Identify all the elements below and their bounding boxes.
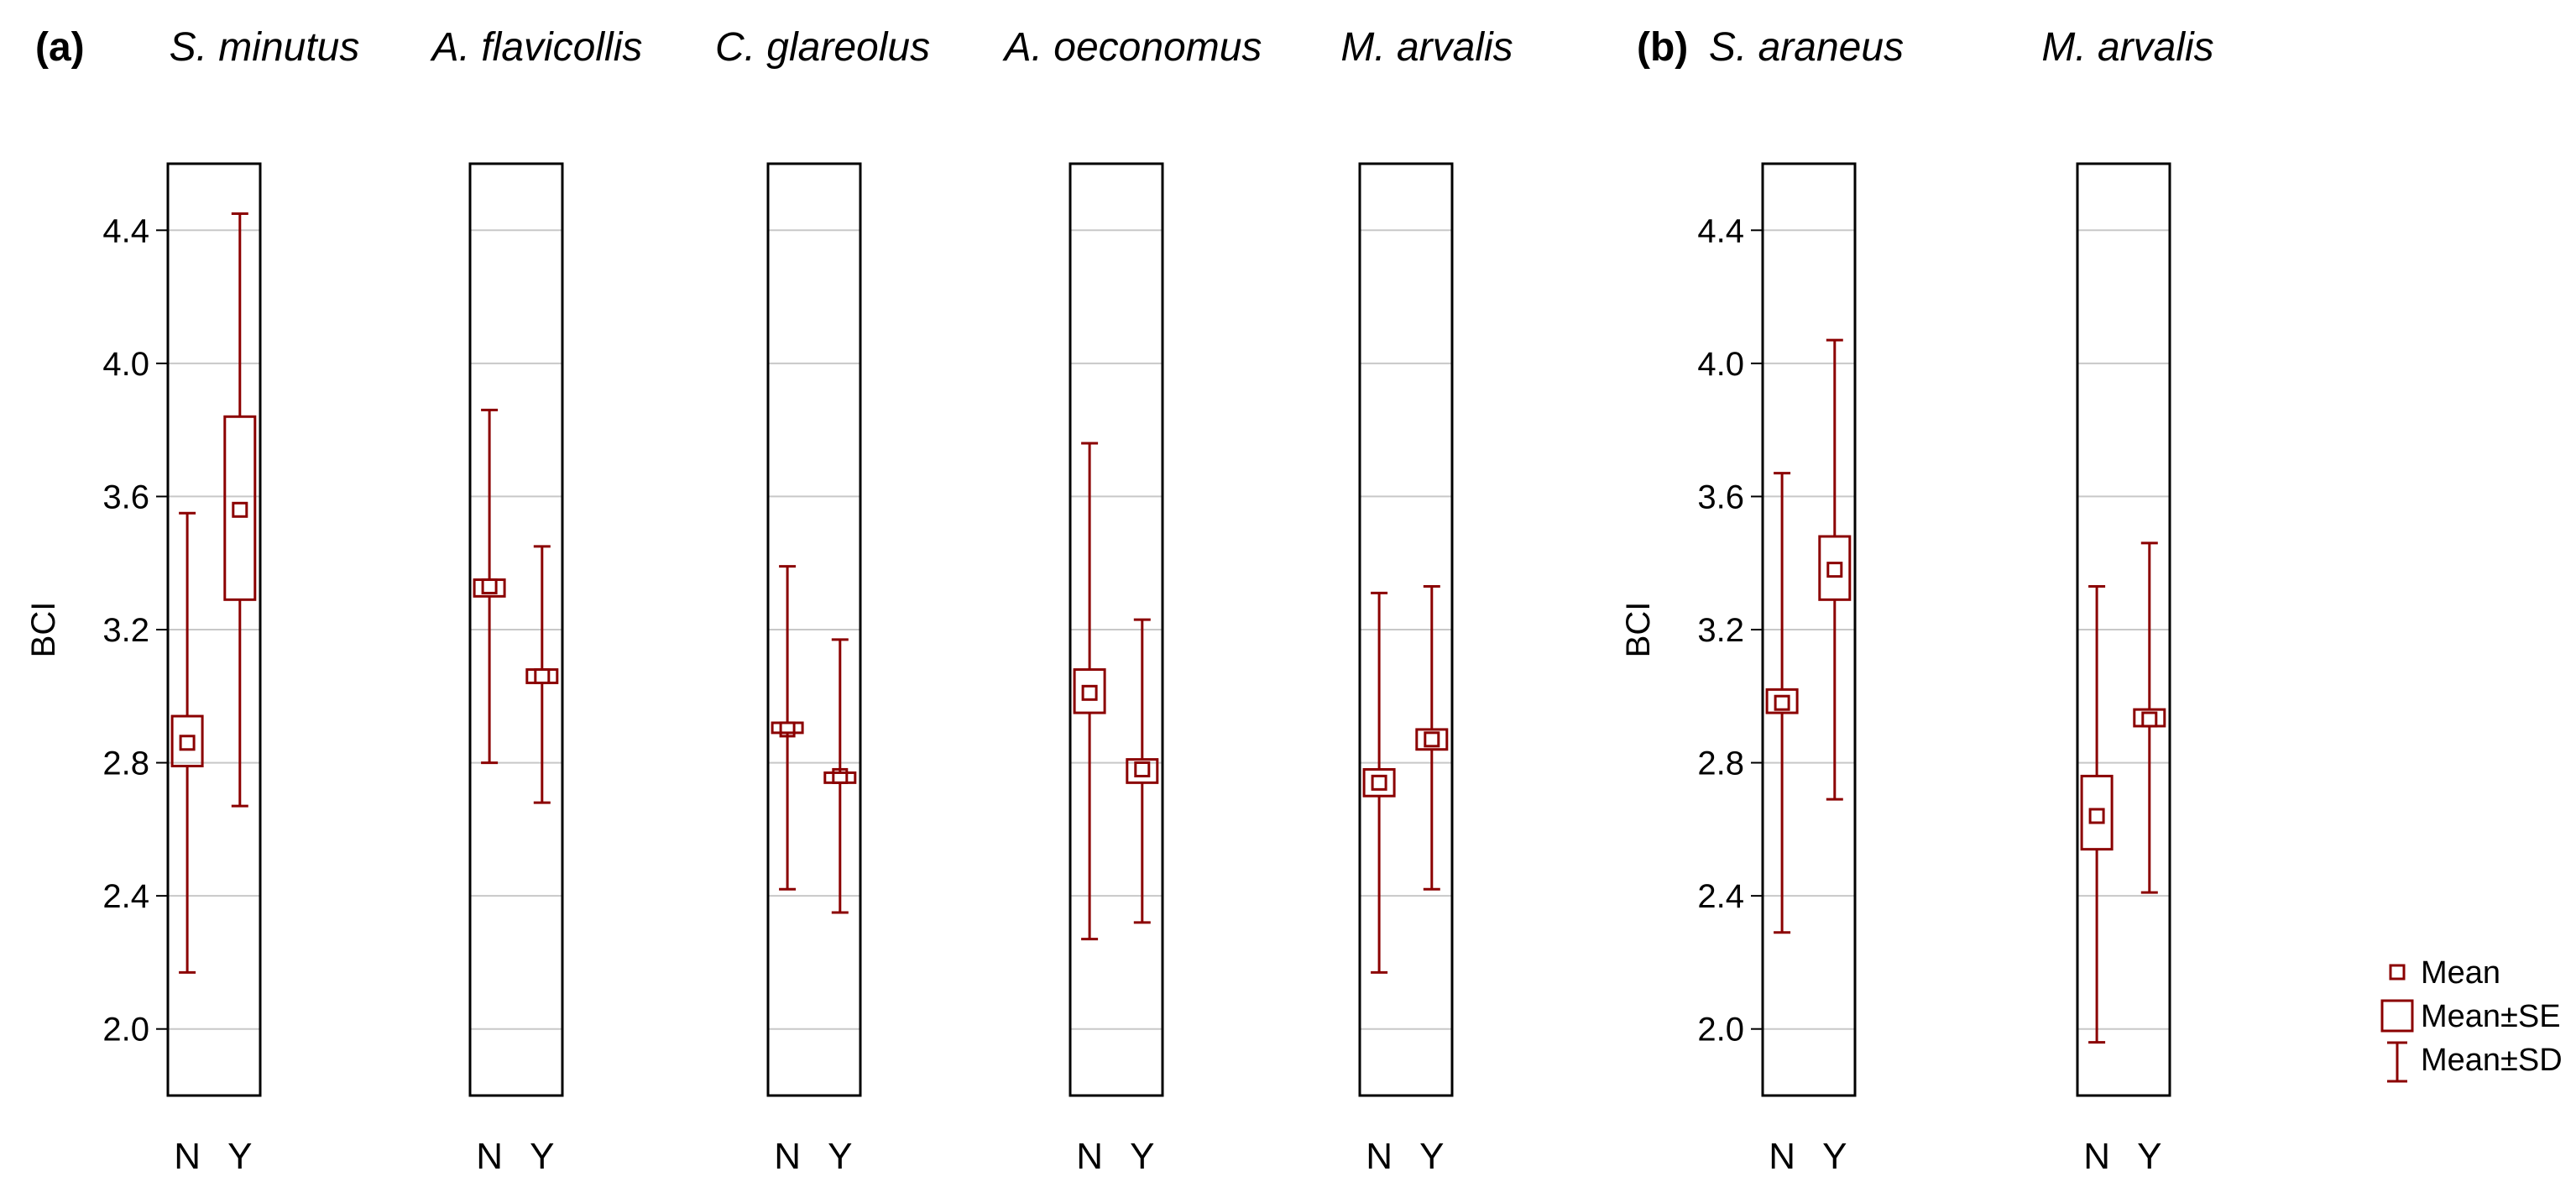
p0-s4-frame [1358, 162, 1454, 1097]
p0-s3-y-mean-marker [1134, 761, 1151, 777]
p0-s0-ytick-label-6: 4.4 [102, 212, 149, 249]
p1-s0-ytick-label-4: 3.6 [1697, 479, 1744, 515]
p0-s0-y-axis-label: BCI [25, 602, 62, 658]
p0-s3-n-mean-marker [1081, 684, 1098, 701]
p0-s3-y-se-box [1126, 758, 1159, 784]
p0-s2-n-category-label: N [774, 1136, 801, 1177]
p0-s3-n-category-label: N [1076, 1136, 1103, 1177]
p0-s1-n-mean-marker [481, 578, 498, 594]
p0-s0-title: S. minutus [170, 25, 360, 70]
p1-s0-n-mean-marker [1774, 694, 1790, 711]
p0-s3-y-category-label: Y [1130, 1136, 1154, 1177]
p1-s0-ytick-label-3: 3.2 [1697, 612, 1744, 649]
p0-s0-ytick-label-0: 2.0 [102, 1012, 149, 1049]
p1-s0-y-se-box [1818, 535, 1852, 601]
p0-s1-y-mean-marker [534, 668, 551, 684]
p1-s1-n-mean-marker [2088, 808, 2105, 824]
p1-s0-y-mean-marker [1826, 562, 1843, 578]
frame-layer [156, 162, 2171, 1097]
p0-s2-y-mean-marker [832, 767, 849, 784]
p0-s0-ytick-label-1: 2.4 [102, 878, 149, 915]
p0-s1-frame [468, 162, 564, 1097]
p0-s0-ytick-label-2: 2.8 [102, 745, 149, 782]
p0-s1-n-category-label: N [476, 1136, 503, 1177]
text-layer: (a) (b) 2.0 2.4 2.8 3.2 3.6 4.0 4.4 BCI S. minut… [25, 25, 2214, 1177]
legend: Mean Mean±SE Mean±SD [2380, 955, 2563, 1083]
p0-s1-title: A. flavicollis [430, 25, 643, 70]
p0-s2-n-se-box [771, 721, 804, 735]
legend-se-label: Mean±SE [2421, 999, 2561, 1034]
p0-s0-ytick-label-3: 3.2 [102, 612, 149, 649]
p0-s0-n-mean-marker [179, 735, 196, 751]
grid-layer [168, 229, 2170, 1030]
p1-s1-n-category-label: N [2083, 1136, 2110, 1177]
p1-s0-ytick-label-6: 4.4 [1697, 212, 1744, 249]
p1-s1-n-se-box [2080, 774, 2114, 851]
p1-s0-ytick-label-5: 4.0 [1697, 346, 1744, 383]
legend-sd-swatch [2387, 1041, 2407, 1083]
p1-s0-ytick-label-2: 2.8 [1697, 745, 1744, 782]
p0-s0-ytick-label-4: 3.6 [102, 479, 149, 515]
p0-s3-title: A. oeconomus [1002, 25, 1262, 70]
p0-s0-ytick-label-5: 4.0 [102, 346, 149, 383]
legend-se-swatch [2380, 999, 2414, 1033]
p0-s2-frame [766, 162, 862, 1097]
p1-s0-n-category-label: N [1769, 1136, 1795, 1177]
p0-s3-frame [1069, 162, 1164, 1097]
p0-s4-y-category-label: Y [1419, 1136, 1444, 1177]
p1-s0-y-category-label: Y [1822, 1136, 1847, 1177]
legend-sd-label: Mean±SD [2421, 1043, 2563, 1078]
legend-mean-swatch [2389, 964, 2406, 981]
p0-s4-y-mean-marker [1424, 731, 1440, 748]
p0-s1-y-se-box [525, 668, 559, 684]
p0-s0-y-mean-marker [232, 501, 248, 518]
marks-layer [170, 212, 2166, 1044]
p1-s1-y-mean-marker [2141, 711, 2158, 728]
p0-s0-y-category-label: Y [227, 1136, 252, 1177]
p1-s1-title: M. arvalis [2041, 25, 2213, 70]
p0-s0-n-category-label: N [174, 1136, 201, 1177]
panel-a-label: (a) [35, 25, 85, 70]
p1-s0-ytick-label-0: 2.0 [1697, 1012, 1744, 1049]
p0-s4-n-mean-marker [1371, 774, 1387, 791]
panel-b-label: (b) [1637, 25, 1688, 70]
p0-s0-y-se-box [223, 415, 257, 601]
p1-s0-n-se-box [1765, 688, 1799, 714]
p1-s0-ytick-label-1: 2.4 [1697, 878, 1744, 915]
p0-s4-title: M. arvalis [1340, 25, 1513, 70]
legend-mean-label: Mean [2421, 955, 2500, 991]
p0-s2-title: C. glareolus [715, 25, 930, 70]
p0-s4-y-se-box [1415, 728, 1449, 751]
p0-s2-n-mean-marker [779, 721, 796, 738]
p0-s4-n-se-box [1362, 768, 1396, 798]
p1-s0-y-axis-label: BCI [1620, 602, 1657, 658]
p1-s0-title: S. araneus [1709, 25, 1904, 70]
p0-s3-n-se-box [1073, 668, 1106, 714]
p0-s1-y-category-label: Y [530, 1136, 554, 1177]
p0-s4-n-category-label: N [1366, 1136, 1393, 1177]
p1-s1-frame [2076, 162, 2171, 1097]
p0-s2-y-category-label: Y [828, 1136, 852, 1177]
p0-s2-y-se-box [823, 771, 857, 784]
p0-s0-n-se-box [170, 714, 204, 768]
p1-s1-y-category-label: Y [2137, 1136, 2161, 1177]
